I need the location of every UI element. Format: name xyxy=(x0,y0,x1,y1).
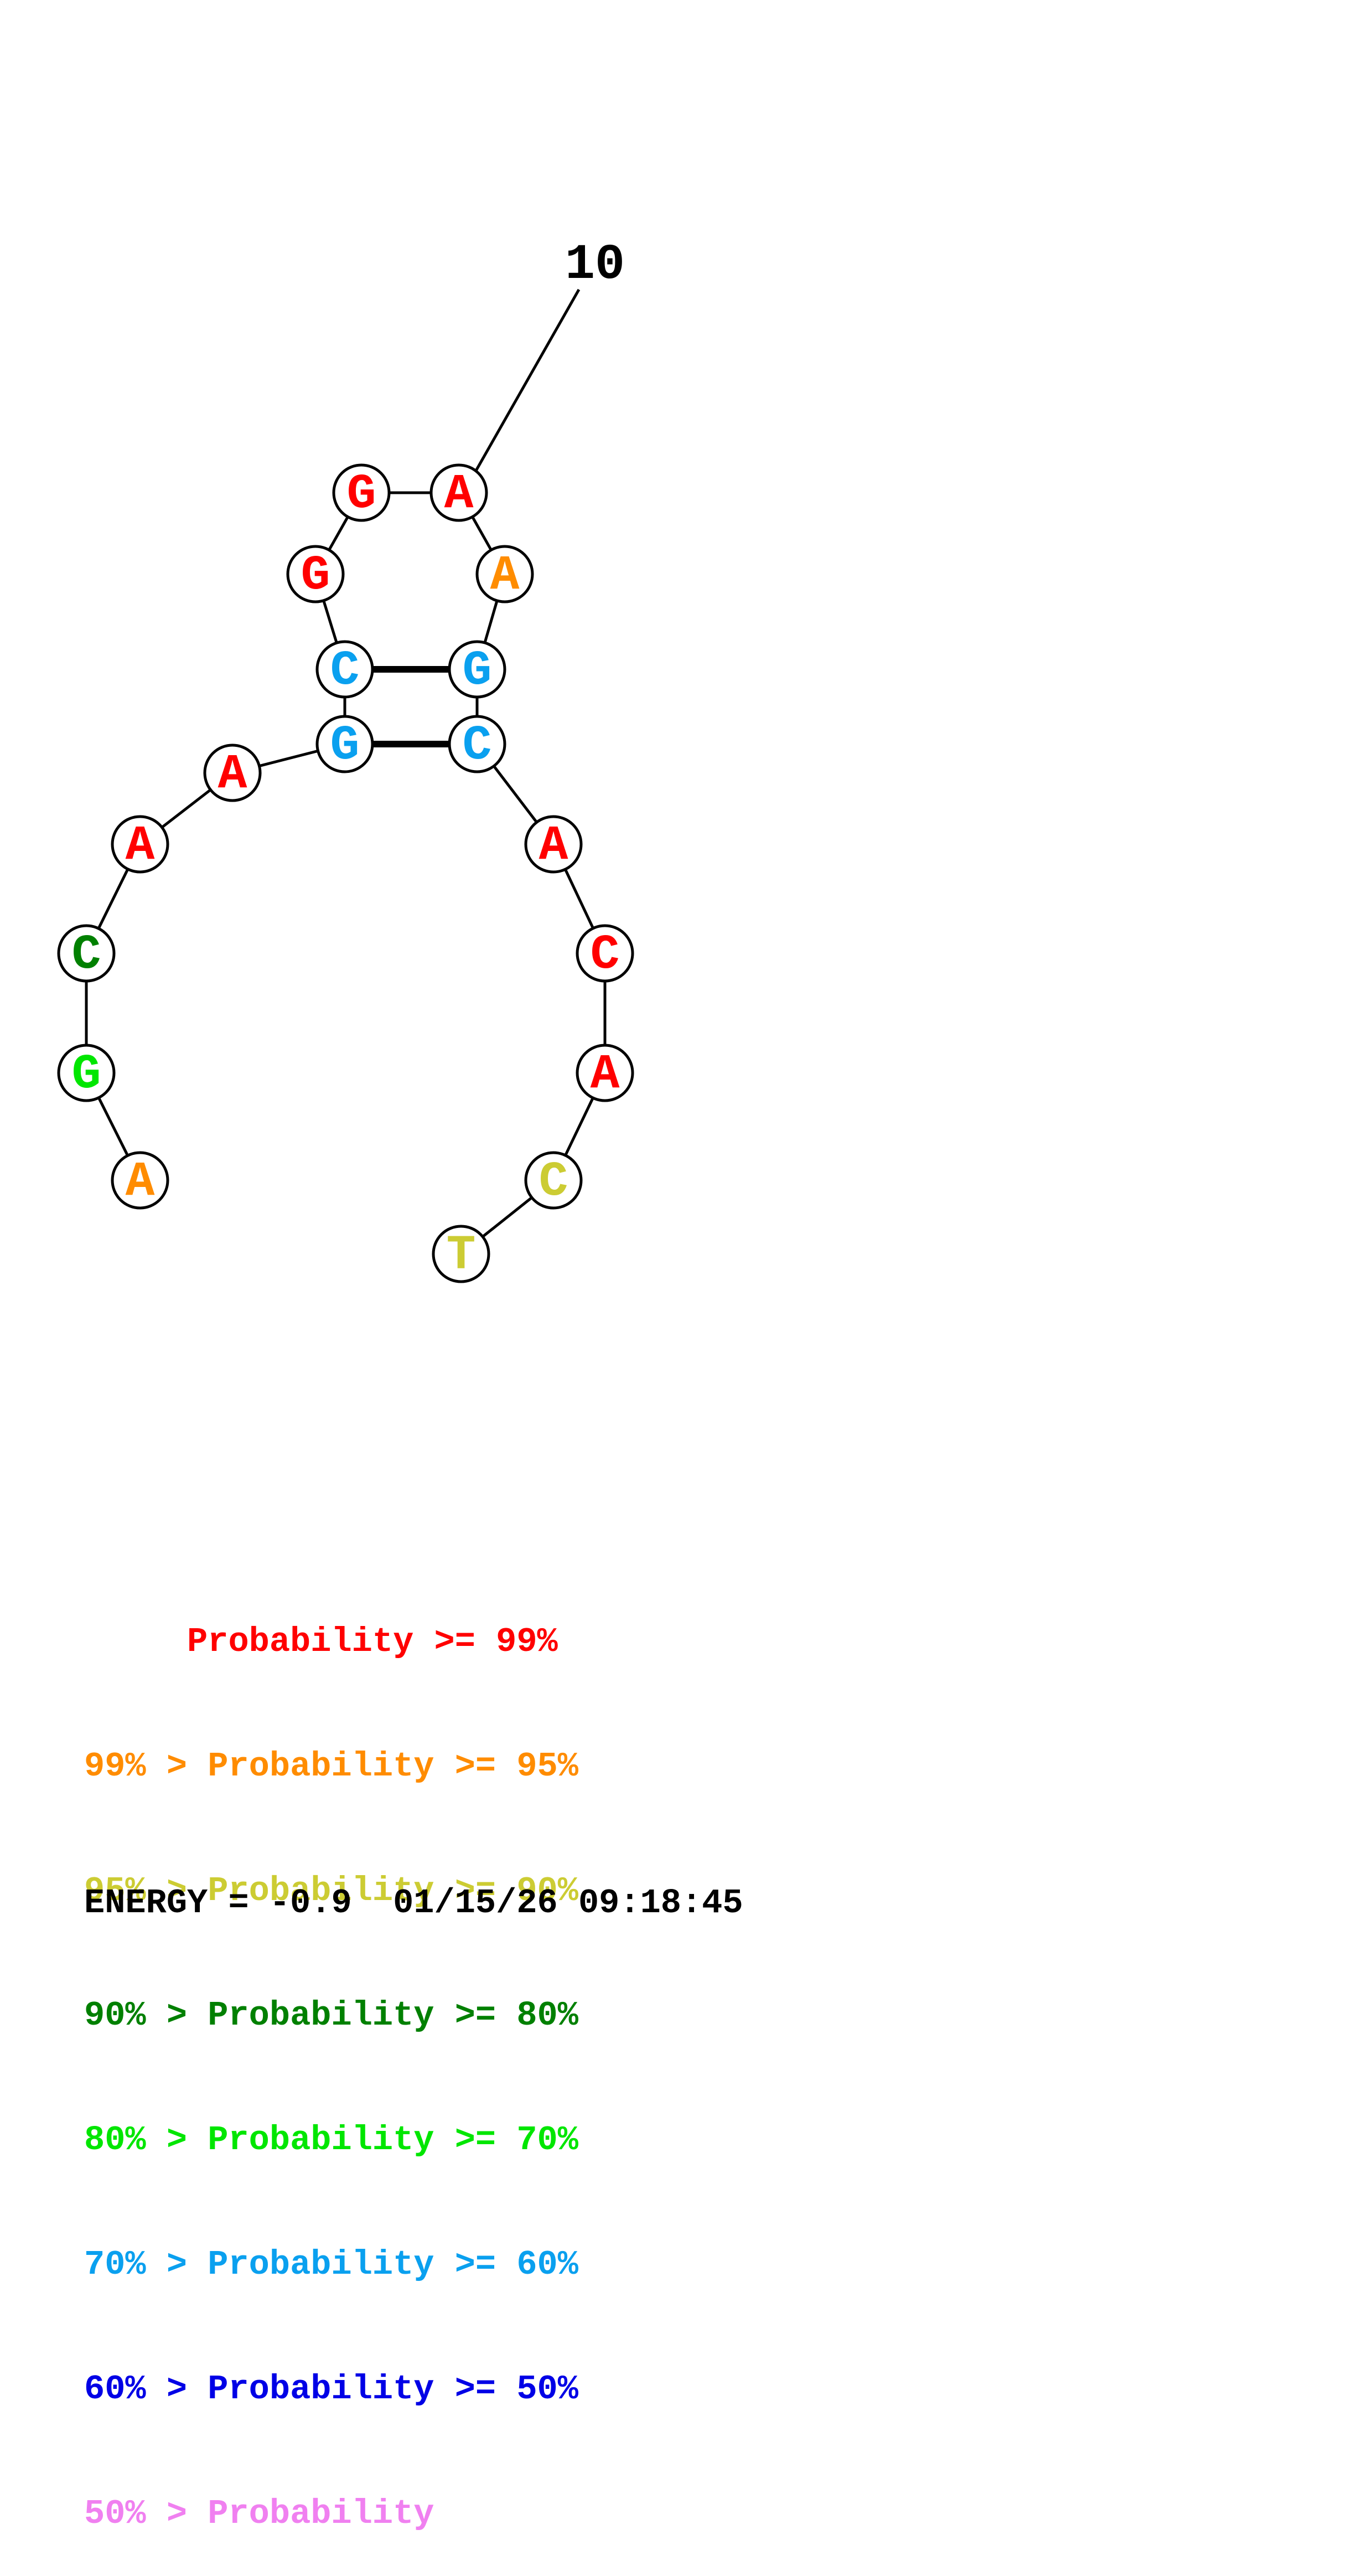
probability-legend: Probability >= 99% 99% > Probability >= … xyxy=(84,1538,578,2576)
nucleotide-circle xyxy=(432,1225,490,1283)
nucleotide-10: A xyxy=(429,463,488,522)
nucleotide-14: A xyxy=(524,815,583,874)
nucleotide-3: C xyxy=(57,924,116,983)
nucleotide-base: A xyxy=(218,747,247,802)
legend-row-below-50: 50% > Probability xyxy=(84,2494,434,2533)
nucleotide-base: C xyxy=(72,928,101,983)
nucleotide-16: A xyxy=(576,1044,634,1102)
nucleotide-base: A xyxy=(126,819,155,874)
nucleotide-circle xyxy=(524,1151,583,1210)
nucleotide-circle xyxy=(315,640,374,699)
nucleotide-12: G xyxy=(448,640,506,699)
nucleotide-circle xyxy=(524,815,583,874)
nucleotide-11: A xyxy=(475,545,534,603)
nucleotide-base: G xyxy=(301,549,330,603)
nucleotide-base: C xyxy=(539,1155,568,1210)
nucleotide-5: A xyxy=(203,744,262,802)
nucleotide-base: A xyxy=(444,467,474,522)
nucleotide-circle xyxy=(286,545,345,603)
nucleotide-circle xyxy=(429,463,488,522)
legend-row-50: 60% > Probability >= 50% xyxy=(84,2369,578,2409)
legend-row-95: 99% > Probability >= 95% xyxy=(84,1747,578,1786)
nucleotide-base: A xyxy=(591,1047,620,1102)
legend-row-99: Probability >= 99% xyxy=(187,1622,558,1661)
legend-row-70: 80% > Probability >= 70% xyxy=(84,2120,578,2160)
position-10-tick xyxy=(474,288,581,473)
nucleotide-base: A xyxy=(126,1155,155,1210)
nucleotide-base: G xyxy=(330,719,360,773)
nucleotide-circle xyxy=(315,715,374,773)
nucleotide-18: T xyxy=(432,1225,490,1283)
nucleotide-base: C xyxy=(330,644,360,699)
nucleotide-6: G xyxy=(315,715,374,773)
nucleotide-circle xyxy=(332,463,391,522)
nucleotide-circle xyxy=(475,545,534,603)
nucleotide-base: C xyxy=(591,928,620,983)
legend-row-80: 90% > Probability >= 80% xyxy=(84,1996,578,2035)
nucleotide-1: A xyxy=(111,1151,169,1210)
nucleotide-base: C xyxy=(463,719,492,773)
nucleotide-base: A xyxy=(490,549,520,603)
nucleotide-circle xyxy=(203,744,262,802)
nucleotide-13: C xyxy=(448,715,506,773)
nucleotide-4: A xyxy=(111,815,169,874)
base-pair-bonds xyxy=(372,666,449,747)
position-label-10: 10 xyxy=(565,237,625,293)
nucleotide-circle xyxy=(57,924,116,983)
nucleotide-circle xyxy=(111,815,169,874)
nucleotide-circle xyxy=(448,640,506,699)
nucleotide-17: C xyxy=(524,1151,583,1210)
nucleotide-2: G xyxy=(57,1044,116,1102)
nucleotide-base: A xyxy=(539,819,568,874)
nucleotide-15: C xyxy=(576,924,634,983)
nucleotide-7: C xyxy=(315,640,374,699)
nucleotide-base: T xyxy=(447,1228,476,1283)
nucleotide-circle xyxy=(576,924,634,983)
backbone-lines xyxy=(85,491,607,1255)
nucleotide-base: G xyxy=(463,644,492,699)
nucleotide-base: G xyxy=(72,1047,101,1102)
energy-readout: ENERGY = -0.9 01/15/26 09:18:45 xyxy=(84,1883,743,1923)
nucleotide-circle xyxy=(111,1151,169,1210)
legend-row-90: 95% > Probability >= 90% xyxy=(84,1871,578,1911)
nucleotide-8: G xyxy=(286,545,345,603)
nucleotide-circle xyxy=(448,715,506,773)
nucleotide-circle xyxy=(576,1044,634,1102)
legend-row-60: 70% > Probability >= 60% xyxy=(84,2245,578,2284)
nucleotide-circle xyxy=(57,1044,116,1102)
nucleotide-9: G xyxy=(332,463,391,522)
nucleotide-base: G xyxy=(347,467,376,522)
